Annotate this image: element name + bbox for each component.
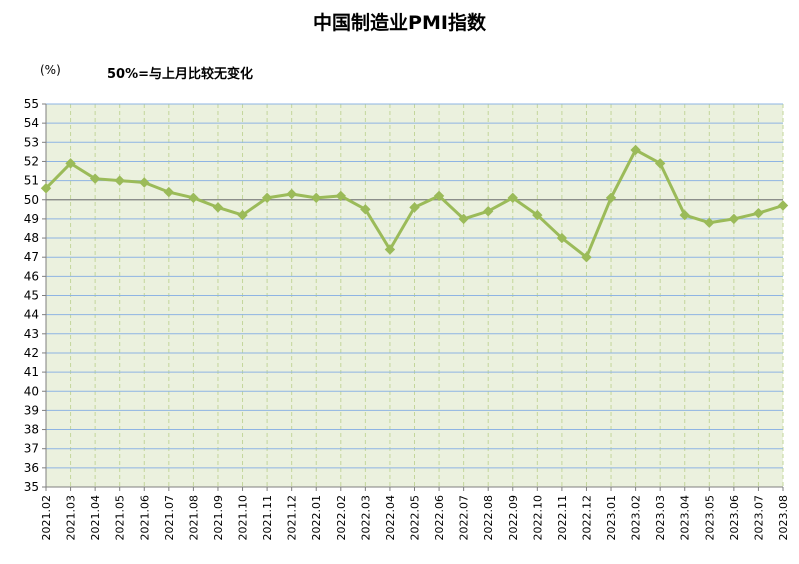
data-point-marker xyxy=(163,186,175,198)
data-point-marker xyxy=(114,175,125,186)
y-tick-label: 40 xyxy=(24,384,39,398)
x-tick-label: 2021.02 xyxy=(40,495,53,541)
data-point-marker xyxy=(679,209,690,221)
y-tick-label: 35 xyxy=(24,480,39,494)
y-tick-label: 48 xyxy=(24,231,39,245)
y-tick-label: 54 xyxy=(24,116,39,130)
y-tick-label: 53 xyxy=(24,135,39,149)
y-tick-label: 43 xyxy=(24,327,39,341)
x-tick-label: 2022.08 xyxy=(482,495,495,541)
x-tick-label: 2023.01 xyxy=(605,495,618,541)
data-point-marker xyxy=(286,188,297,200)
x-axis-ticks: 2021.02 2021.03 2021.04 2021.05 2021.06 2021.… xyxy=(40,487,790,541)
data-point-marker xyxy=(630,144,641,156)
x-tick-label: 2023.05 xyxy=(703,495,716,541)
data-point-marker xyxy=(507,192,518,204)
y-tick-label: 39 xyxy=(24,403,39,417)
y-tick-label: 52 xyxy=(24,154,39,168)
y-tick-label: 38 xyxy=(24,423,39,437)
x-tick-label: 2022.04 xyxy=(384,495,397,541)
data-point-marker xyxy=(581,251,592,263)
data-point-marker xyxy=(384,244,396,255)
y-tick-label: 49 xyxy=(24,212,39,226)
data-point-marker xyxy=(212,202,224,213)
x-tick-label: 2021.09 xyxy=(212,495,225,541)
x-tick-label: 2022.06 xyxy=(433,495,446,541)
y-tick-label: 37 xyxy=(24,442,39,456)
x-tick-label: 2022.02 xyxy=(335,495,348,541)
annotation-label: 50%=与上月比较无变化 xyxy=(107,67,254,82)
data-point-marker xyxy=(777,200,789,211)
data-point-marker xyxy=(532,209,543,221)
x-tick-label: 2021.08 xyxy=(187,495,200,541)
data-point-marker xyxy=(360,204,371,215)
data-point-marker xyxy=(40,183,52,194)
y-tick-label: 50 xyxy=(24,193,39,207)
x-tick-label: 2021.11 xyxy=(261,495,274,541)
data-point-marker xyxy=(605,192,617,204)
data-point-marker xyxy=(311,192,322,204)
y-tick-label: 44 xyxy=(24,308,39,322)
horizontal-grid xyxy=(46,103,783,469)
x-tick-label: 2022.05 xyxy=(409,495,422,541)
unit-label: (%) xyxy=(40,63,61,77)
y-tick-label: 41 xyxy=(24,365,39,379)
x-tick-label: 2022.09 xyxy=(507,495,520,541)
data-point-marker xyxy=(237,209,248,221)
x-tick-label: 2021.04 xyxy=(89,495,102,541)
y-tick-label: 42 xyxy=(24,346,39,360)
data-point-marker xyxy=(65,158,76,169)
data-point-marker xyxy=(753,207,764,219)
y-tick-label: 36 xyxy=(24,461,39,475)
data-point-marker xyxy=(261,192,273,204)
x-tick-label: 2023.04 xyxy=(679,495,692,541)
x-tick-label: 2021.10 xyxy=(237,495,250,541)
x-tick-label: 2021.07 xyxy=(163,495,176,541)
y-tick-label: 51 xyxy=(24,174,39,188)
x-tick-label: 2022.11 xyxy=(556,495,569,541)
data-point-marker xyxy=(433,190,445,202)
x-tick-label: 2021.05 xyxy=(114,495,127,541)
x-tick-label: 2023.02 xyxy=(630,495,643,541)
data-point-marker xyxy=(89,173,101,184)
y-axis-ticks: 35 36 37 38 39 40 41 42 43 44 45 46 47 48 49 50 51 52 53 54… xyxy=(24,97,46,494)
series-markers xyxy=(40,144,789,263)
x-tick-label: 2021.12 xyxy=(286,495,299,541)
x-tick-label: 2022.03 xyxy=(359,495,372,541)
x-tick-label: 2023.08 xyxy=(777,495,790,541)
data-point-marker xyxy=(139,177,150,188)
data-point-marker xyxy=(482,206,494,217)
y-tick-label: 46 xyxy=(24,269,39,283)
data-point-marker xyxy=(654,158,666,169)
data-point-marker xyxy=(335,190,347,202)
data-point-marker xyxy=(409,202,420,213)
data-point-marker xyxy=(188,192,199,204)
x-tick-label: 2022.07 xyxy=(458,495,471,541)
x-tick-label: 2021.06 xyxy=(138,495,151,541)
x-tick-label: 2023.06 xyxy=(728,495,741,541)
x-tick-label: 2022.12 xyxy=(580,495,593,541)
x-tick-label: 2022.10 xyxy=(531,495,544,541)
data-point-marker xyxy=(556,232,568,244)
x-tick-label: 2023.03 xyxy=(654,495,667,541)
x-tick-label: 2023.07 xyxy=(752,495,765,541)
data-point-marker xyxy=(728,213,740,225)
x-tick-label: 2022.01 xyxy=(310,495,323,541)
chart-title: 中国制造业PMI指数 xyxy=(313,12,486,34)
data-point-marker xyxy=(704,217,715,228)
y-tick-label: 45 xyxy=(24,289,39,303)
x-tick-label: 2021.03 xyxy=(65,495,78,541)
data-point-marker xyxy=(458,213,469,225)
y-tick-label: 55 xyxy=(24,97,39,111)
y-tick-label: 47 xyxy=(24,250,39,264)
